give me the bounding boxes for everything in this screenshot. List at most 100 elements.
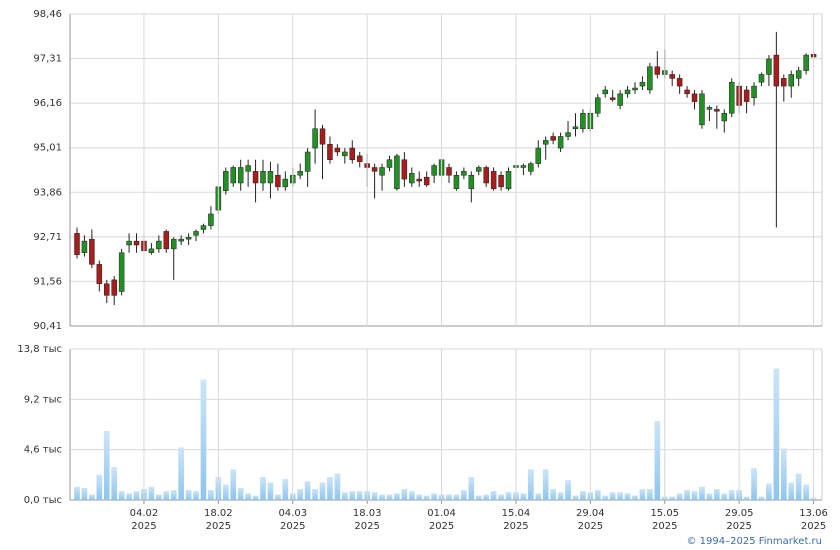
volume-bar-shine [595,490,601,500]
volume-bar-shine [468,477,475,500]
candle-body [282,178,289,188]
copyright[interactable]: © 1994–2025 Finmarket.ru [686,536,822,547]
volume-bar-shine [475,495,482,500]
candle-body [89,238,95,265]
volume-bar-shine [371,492,378,500]
x-tick-label: 13.06 [799,508,828,519]
candle-body [185,236,192,240]
volume-bar-shine [252,495,259,500]
x-tick-label: 15.04 [502,508,531,519]
candle-body [624,89,631,95]
x-tick-year: 2025 [726,521,751,532]
x-tick-label: 01.04 [427,508,456,519]
candle-body [691,93,698,102]
volume-bar-shine [632,495,638,500]
x-tick-label: 29.05 [725,508,754,519]
volume-bar-shine [275,494,281,500]
volume-bar-shine [156,494,162,500]
candle-body [580,112,586,129]
volume-bar-shine [423,495,430,500]
volume-bar-shine [81,487,88,500]
y-tick-label: 95,01 [33,143,62,154]
candle-body [423,176,430,186]
volume-bar-shine [178,447,184,500]
candle-body [394,155,400,190]
volume-bar-shine [676,493,683,500]
x-tick-label: 04.03 [278,508,307,519]
x-tick-year: 2025 [801,521,826,532]
volume-bar-shine [208,490,214,500]
candle-body [319,128,326,145]
candle-body [706,107,713,110]
candle-body [193,231,199,236]
candle-body [528,163,534,172]
y-tick-label: 92,71 [33,232,62,243]
volume-bar-shine [520,493,527,500]
volume-bar-shine [96,474,103,500]
y-tick-label: 97,31 [33,54,62,65]
candle-body [118,252,125,292]
candle-body [498,174,504,188]
volume-bar-shine [349,491,356,500]
volume-bar-shine [647,489,653,500]
x-tick-label: 29.04 [576,508,605,519]
volume-bar-shine [416,494,423,500]
x-tick-year: 2025 [652,521,677,532]
candle-body [565,132,571,137]
volume-bar-shine [572,495,579,500]
candle-body [74,233,80,255]
candle-body [104,283,110,296]
y-tick-label: 91,56 [33,276,62,287]
candle-body [230,167,236,184]
candle-body [647,66,653,91]
volume-bar-shine [163,491,170,500]
candle-body [267,171,274,184]
volume-bar-shine [684,490,690,500]
volume-bar-shine [193,491,199,500]
candle-body [595,97,601,114]
candle-body [297,171,303,176]
y-tick-label: 0,0 тыс [24,495,62,506]
volume-bar-shine [803,484,809,500]
volume-bar-shine [788,482,795,500]
volume-bar-shine [706,493,713,500]
y-tick-label: 9,2 тыс [24,394,62,405]
candle-body [208,213,214,226]
volume-bar-shine [356,491,363,500]
volume-bar-shine [133,491,140,500]
volume-bar-shine [327,477,333,500]
volume-bar-shine [609,492,616,500]
volume-bar-shine [334,473,341,500]
volume-bar-shine [721,493,728,500]
volume-bar-shine [781,448,787,500]
volume-bar-shine [550,489,556,500]
volume-bar-shine [118,491,125,500]
candle-body [170,238,177,250]
volume-bar-shine [267,482,274,500]
candle-body [111,279,117,296]
candle-body [304,151,311,172]
volume-bar-shine [409,491,415,500]
volume-bar-shine [394,493,400,500]
candle-body [550,136,556,141]
candle-body [342,151,348,157]
x-tick-year: 2025 [503,521,528,532]
candle-body [617,93,623,106]
x-tick-year: 2025 [429,521,454,532]
x-tick-year: 2025 [206,521,231,532]
volume-bar-shine [535,493,542,500]
candle-body [542,140,549,145]
volume-bar-shine [245,493,251,500]
volume-bar-shine [766,483,772,500]
volume-bar-shine [691,491,698,500]
candle-body [684,89,690,95]
x-tick-label: 15.05 [650,508,679,519]
x-tick-label: 18.03 [353,508,382,519]
volume-bar-shine [446,494,452,500]
volume-bar-shine [103,431,110,500]
candle-body [133,240,140,246]
volume-bar-shine [580,491,586,500]
candle-body [476,167,482,172]
volume-bar-shine [111,467,117,500]
